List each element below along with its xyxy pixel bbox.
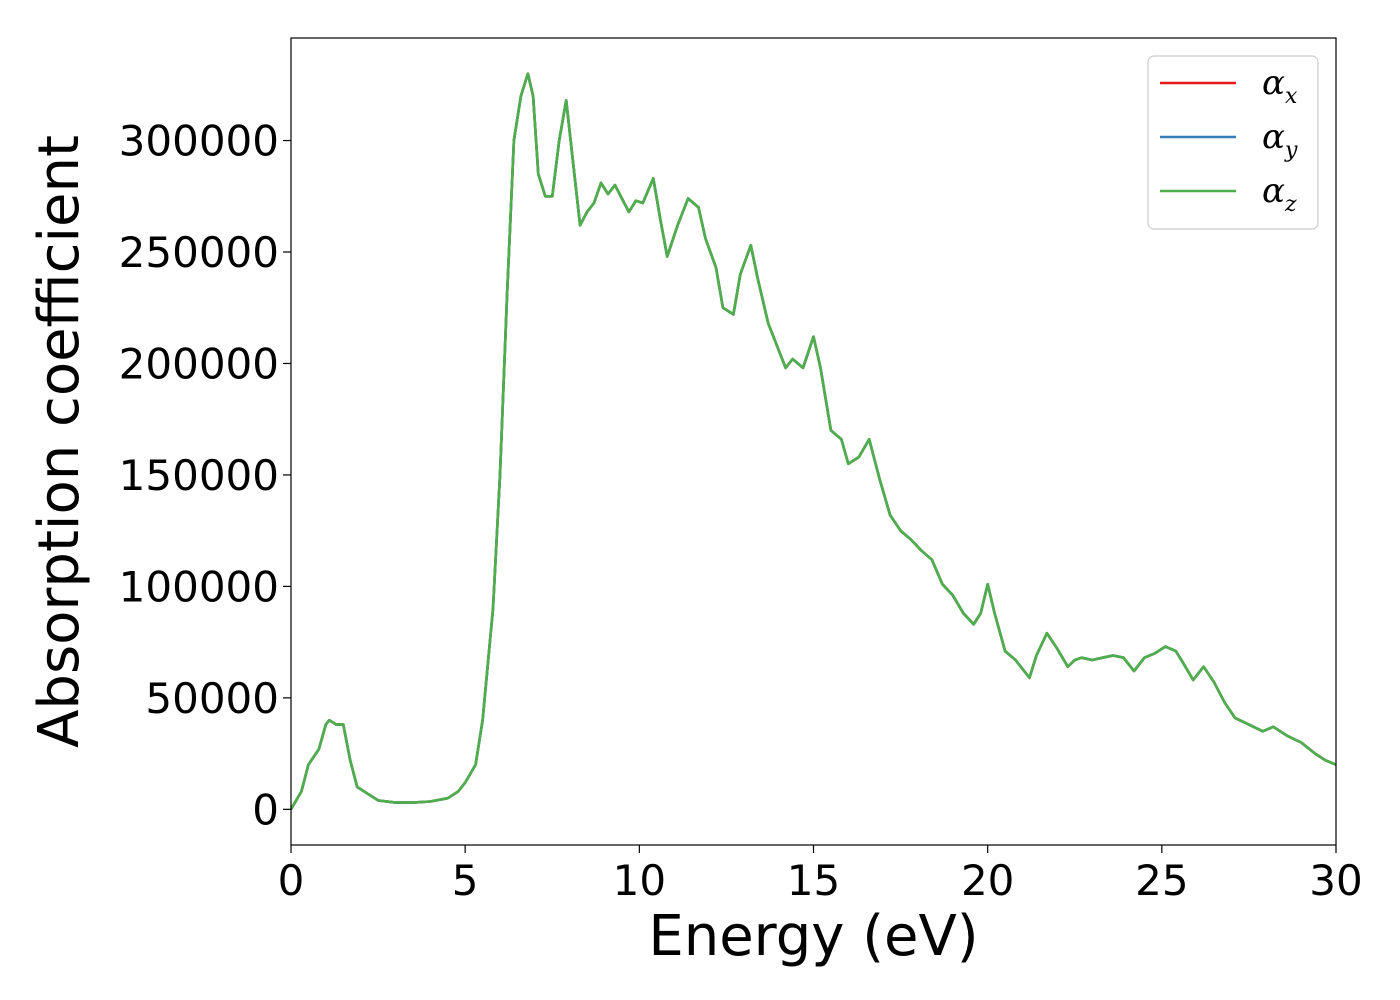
legend-label-x: αx <box>1262 63 1298 109</box>
x-tick-label: 25 <box>1135 856 1188 905</box>
y-tick-label: 50000 <box>145 674 279 723</box>
y-tick-label: 0 <box>252 785 279 834</box>
legend-subscript: y <box>1284 138 1298 163</box>
x-tick-label: 10 <box>613 856 666 905</box>
legend-symbol: α <box>1262 117 1285 157</box>
plot-lines <box>289 72 1337 810</box>
x-tick-label: 30 <box>1309 856 1362 905</box>
y-tick-label: 150000 <box>119 451 279 500</box>
x-tick-label: 15 <box>787 856 840 905</box>
legend-subscript: z <box>1284 192 1297 217</box>
y-axis-ticks: 0 50000 100000 150000 200000 250000 300000 <box>119 117 291 834</box>
y-axis-title: Absorption coefficient <box>27 135 92 748</box>
x-axis-title: Energy (eV) <box>648 904 978 969</box>
legend-label-y: αy <box>1262 117 1298 163</box>
legend-label-z: αz <box>1262 171 1297 217</box>
legend-subscript: x <box>1285 84 1298 109</box>
legend-symbol: α <box>1262 63 1285 103</box>
y-tick-label: 250000 <box>119 228 279 277</box>
x-axis-ticks: 0 5 10 15 20 25 30 <box>278 845 1363 905</box>
x-tick-label: 0 <box>278 856 305 905</box>
y-tick-label: 200000 <box>119 339 279 388</box>
y-tick-label: 100000 <box>119 562 279 611</box>
series-line-α-z <box>289 72 1337 810</box>
y-tick-label: 300000 <box>119 117 279 166</box>
x-tick-label: 20 <box>961 856 1014 905</box>
x-tick-label: 5 <box>452 856 479 905</box>
legend-box <box>1147 55 1319 230</box>
legend-symbol: α <box>1262 171 1285 211</box>
